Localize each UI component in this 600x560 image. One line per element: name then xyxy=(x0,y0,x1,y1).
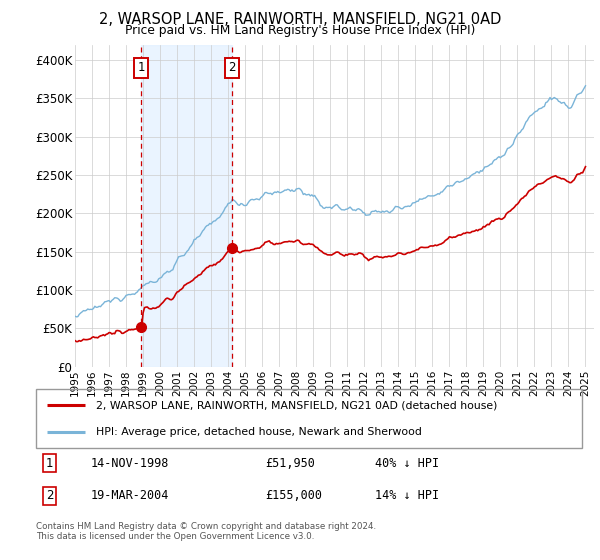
Bar xyxy=(141,45,232,367)
Text: Contains HM Land Registry data © Crown copyright and database right 2024.
This d: Contains HM Land Registry data © Crown c… xyxy=(36,522,376,542)
Text: 2: 2 xyxy=(228,61,236,74)
Text: 40% ↓ HPI: 40% ↓ HPI xyxy=(374,457,439,470)
Text: £51,950: £51,950 xyxy=(265,457,315,470)
Text: Price paid vs. HM Land Registry's House Price Index (HPI): Price paid vs. HM Land Registry's House … xyxy=(125,24,475,36)
Text: 2, WARSOP LANE, RAINWORTH, MANSFIELD, NG21 0AD (detached house): 2, WARSOP LANE, RAINWORTH, MANSFIELD, NG… xyxy=(96,400,497,410)
Text: HPI: Average price, detached house, Newark and Sherwood: HPI: Average price, detached house, Newa… xyxy=(96,427,422,437)
Text: 14-NOV-1998: 14-NOV-1998 xyxy=(91,457,169,470)
Text: 1: 1 xyxy=(46,457,53,470)
Text: £155,000: £155,000 xyxy=(265,489,322,502)
Text: 2, WARSOP LANE, RAINWORTH, MANSFIELD, NG21 0AD: 2, WARSOP LANE, RAINWORTH, MANSFIELD, NG… xyxy=(99,12,501,27)
Text: 1: 1 xyxy=(137,61,145,74)
Text: 14% ↓ HPI: 14% ↓ HPI xyxy=(374,489,439,502)
Text: 19-MAR-2004: 19-MAR-2004 xyxy=(91,489,169,502)
Text: 2: 2 xyxy=(46,489,53,502)
